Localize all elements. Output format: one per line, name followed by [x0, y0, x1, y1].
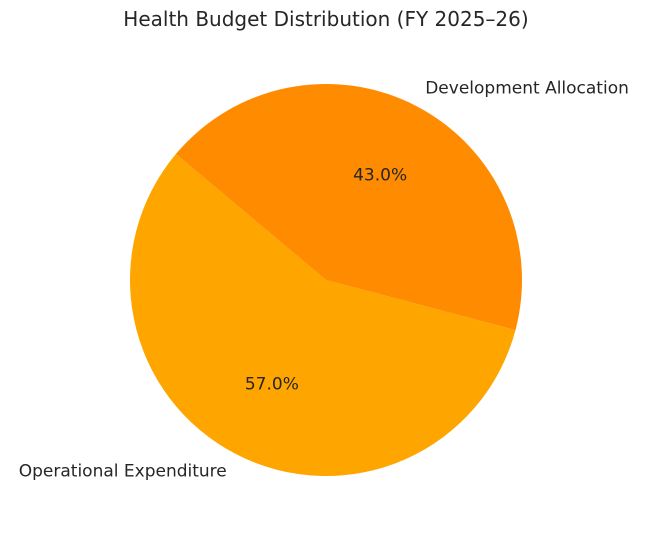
pie-slice-development [175, 84, 522, 331]
pie-slice-operational [129, 154, 516, 477]
slice-percent-label: 57.0% [245, 374, 299, 394]
pie-labels: Operational Expenditure 57.0% Development … [19, 79, 629, 482]
slice-percent-label: 43.0% [353, 166, 407, 186]
slice-label: Development Allocation [425, 79, 629, 99]
chart-title: Health Budget Distribution (FY 2025–26) [123, 7, 528, 31]
pie-slices [129, 84, 522, 477]
slice-label: Operational Expenditure [19, 461, 227, 481]
